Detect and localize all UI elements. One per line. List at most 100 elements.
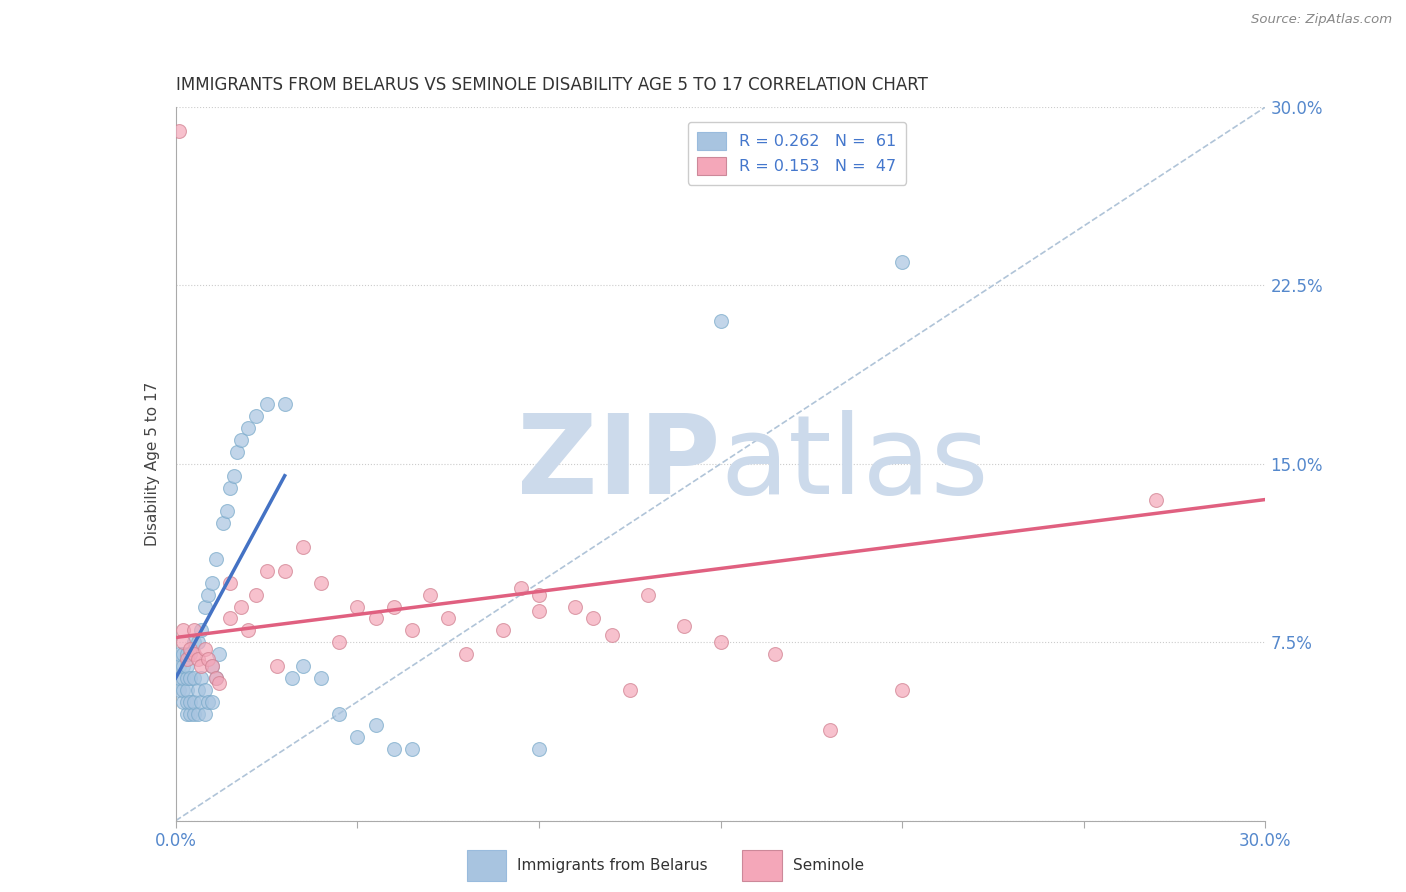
Point xyxy=(291,540,314,554)
Point xyxy=(201,575,224,590)
Point xyxy=(204,552,226,566)
Point xyxy=(582,611,605,625)
Point xyxy=(190,624,212,638)
Point xyxy=(172,635,194,649)
Point xyxy=(176,659,198,673)
Point xyxy=(201,695,224,709)
Point xyxy=(564,599,586,614)
Point xyxy=(208,647,231,661)
Legend: R = 0.262   N =  61, R = 0.153   N =  47: R = 0.262 N = 61, R = 0.153 N = 47 xyxy=(688,122,905,185)
Point xyxy=(172,682,194,697)
Text: atlas: atlas xyxy=(721,410,988,517)
Point xyxy=(401,624,423,638)
Point xyxy=(183,624,205,638)
Point xyxy=(179,695,201,709)
Point xyxy=(382,742,405,756)
Point xyxy=(190,659,212,673)
Point xyxy=(169,124,191,138)
Point xyxy=(179,706,201,721)
Point xyxy=(197,695,219,709)
Point xyxy=(172,647,194,661)
Point xyxy=(309,575,332,590)
Point xyxy=(179,647,201,661)
Point xyxy=(194,682,217,697)
Point xyxy=(364,718,387,732)
Point xyxy=(219,575,242,590)
Point xyxy=(291,659,314,673)
Point xyxy=(183,671,205,685)
Point xyxy=(194,706,217,721)
Point xyxy=(673,618,696,632)
Point xyxy=(527,588,550,602)
Point xyxy=(328,706,350,721)
Point xyxy=(346,599,368,614)
Point xyxy=(492,624,515,638)
Point xyxy=(219,611,242,625)
Point xyxy=(437,611,460,625)
Point xyxy=(204,671,226,685)
Point xyxy=(179,642,201,657)
Point xyxy=(238,624,260,638)
Point xyxy=(309,671,332,685)
Point xyxy=(176,682,198,697)
Point xyxy=(176,652,198,666)
Point xyxy=(266,659,288,673)
Text: Seminole: Seminole xyxy=(793,858,865,872)
Point xyxy=(226,445,249,459)
Point xyxy=(256,397,278,411)
Point xyxy=(186,652,209,666)
Point xyxy=(183,695,205,709)
Point xyxy=(456,647,478,661)
Point xyxy=(169,671,191,685)
Point xyxy=(204,671,226,685)
Point xyxy=(245,409,267,424)
Point xyxy=(190,671,212,685)
Point xyxy=(183,647,205,661)
Point xyxy=(281,671,304,685)
Point xyxy=(637,588,659,602)
Point xyxy=(527,604,550,618)
Point xyxy=(364,611,387,625)
Point xyxy=(256,564,278,578)
Point xyxy=(891,682,914,697)
Text: ZIP: ZIP xyxy=(517,410,721,517)
Point xyxy=(169,682,191,697)
Point xyxy=(194,599,217,614)
Point xyxy=(509,581,531,595)
Bar xyxy=(742,849,782,881)
Point xyxy=(186,635,209,649)
Point xyxy=(169,659,191,673)
Point xyxy=(219,481,242,495)
Bar xyxy=(467,849,506,881)
Point xyxy=(176,671,198,685)
Point xyxy=(197,588,219,602)
Point xyxy=(274,564,297,578)
Point xyxy=(208,675,231,690)
Point xyxy=(891,254,914,268)
Point xyxy=(328,635,350,649)
Y-axis label: Disability Age 5 to 17: Disability Age 5 to 17 xyxy=(145,382,160,546)
Point xyxy=(527,742,550,756)
Point xyxy=(176,695,198,709)
Point xyxy=(1146,492,1168,507)
Point xyxy=(194,642,217,657)
Point xyxy=(172,671,194,685)
Point xyxy=(176,706,198,721)
Point xyxy=(212,516,235,531)
Point xyxy=(201,659,224,673)
Text: Source: ZipAtlas.com: Source: ZipAtlas.com xyxy=(1251,13,1392,27)
Point xyxy=(183,706,205,721)
Point xyxy=(183,635,205,649)
Point xyxy=(215,504,238,518)
Point xyxy=(419,588,441,602)
Point xyxy=(186,706,209,721)
Point xyxy=(710,635,733,649)
Point xyxy=(238,421,260,435)
Point xyxy=(818,723,841,738)
Point xyxy=(600,628,623,642)
Point xyxy=(176,647,198,661)
Point xyxy=(245,588,267,602)
Text: Immigrants from Belarus: Immigrants from Belarus xyxy=(517,858,709,872)
Point xyxy=(172,659,194,673)
Point xyxy=(190,695,212,709)
